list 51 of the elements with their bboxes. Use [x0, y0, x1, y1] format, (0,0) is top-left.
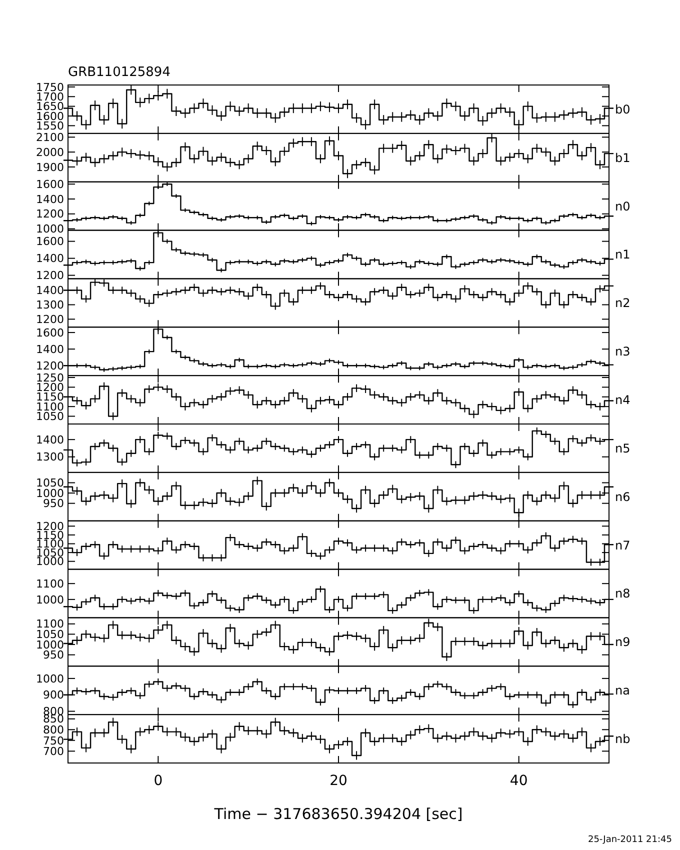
y-tick-label: 800 [43, 723, 64, 736]
legend-label: n9 [615, 635, 630, 650]
y-tick-label: 1200 [36, 269, 64, 282]
y-tick-label: 1000 [36, 222, 64, 236]
y-tick-label: 2100 [36, 131, 64, 144]
y-tick-label: 1600 [36, 178, 64, 191]
legend-label: n1 [615, 248, 630, 262]
legend-label: n4 [615, 392, 630, 407]
legend-label: n7 [615, 538, 630, 552]
y-tick-label: 1100 [36, 618, 64, 631]
y-tick-label: 1200 [36, 313, 64, 326]
y-tick-label: 1000 [36, 555, 64, 568]
x-tick-label: 40 [510, 773, 528, 789]
y-tick-label: 1100 [36, 577, 64, 590]
y-tick-label: 900 [43, 688, 64, 702]
y-tick-label: 1400 [36, 192, 64, 206]
legend-label: n2 [615, 296, 630, 310]
y-tick-label: 1000 [36, 593, 64, 606]
chart-title: GRB110125894 [68, 65, 170, 80]
y-tick-label: 1400 [36, 252, 64, 266]
legend-label: n0 [615, 199, 630, 214]
y-tick-label: 2000 [36, 146, 64, 159]
y-tick-label: 1000 [36, 672, 64, 686]
y-tick-label: 1200 [36, 359, 64, 372]
y-tick-label: 1400 [36, 433, 64, 446]
legend-label: n5 [615, 441, 630, 456]
legend-label: b1 [615, 150, 630, 165]
y-tick-label: 950 [43, 497, 64, 510]
y-tick-label: 1300 [36, 298, 64, 312]
y-tick-label: 1200 [36, 208, 64, 221]
legend-label: na [615, 684, 630, 698]
y-tick-label: 700 [43, 745, 64, 758]
y-tick-label: 950 [43, 648, 64, 662]
legend-label: b0 [615, 102, 630, 116]
x-tick-label: 20 [330, 773, 348, 789]
y-tick-label: 1600 [36, 326, 64, 340]
y-tick-label: 850 [43, 712, 64, 726]
legend-label: nb [615, 732, 630, 746]
legend-label: n8 [615, 586, 630, 601]
y-tick-label: 1900 [36, 160, 64, 174]
y-tick-label: 1400 [36, 342, 64, 356]
text: 25-Jan-2011 21:45 [588, 835, 672, 845]
y-tick-label: 1750 [36, 80, 64, 94]
y-tick-label: 1300 [36, 450, 64, 464]
y-tick-label: 1600 [36, 235, 64, 248]
legend-label: n6 [615, 490, 630, 504]
y-tick-label: 1400 [36, 284, 64, 298]
x-tick-label: 0 [154, 773, 163, 789]
x-axis-title: Time − 317683650.394204 [sec] [213, 805, 463, 823]
legend-label: n3 [615, 344, 630, 359]
y-tick-label: 750 [43, 734, 64, 748]
